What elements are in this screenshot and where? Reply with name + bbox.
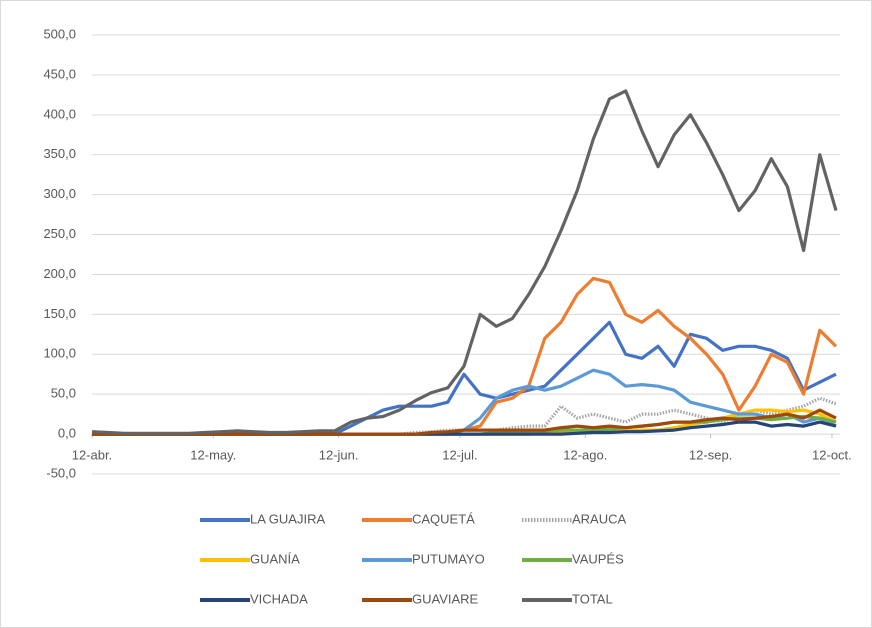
y-tick-label: 500,0 [43,26,76,41]
legend-label: GUAVIARE [412,591,479,606]
legend-label: PUTUMAYO [412,551,485,566]
legend-label: GUANÍA [250,551,300,566]
x-tick-label: 12-oct. [812,448,852,463]
y-tick-label: 350,0 [43,146,76,161]
y-tick-label: -50,0 [46,465,76,480]
y-tick-label: 200,0 [43,266,76,281]
x-tick-label: 12-may. [190,448,236,463]
x-tick-label: 12-jul. [442,448,477,463]
series-line [92,408,837,436]
legend-label: TOTAL [572,591,613,606]
legend-label: CAQUETÁ [412,511,475,526]
x-tick-label: 12-abr. [72,448,112,463]
x-tick-label: 12-sep. [689,448,732,463]
y-tick-label: 50,0 [51,386,76,401]
legend-label: VICHADA [250,591,308,606]
x-tick-label: 12-ago. [563,448,607,463]
y-tick-label: 450,0 [43,66,76,81]
series-line [91,89,838,435]
y-tick-label: 300,0 [43,186,76,201]
y-tick-label: 0,0 [58,426,76,441]
legend-label: ARAUCA [572,511,627,526]
y-tick-label: 100,0 [43,346,76,361]
y-tick-label: 250,0 [43,226,76,241]
x-tick-label: 12-jun. [319,448,359,463]
legend-label: LA GUAJIRA [250,511,325,526]
legend-label: VAUPÉS [572,551,624,566]
y-tick-label: 150,0 [43,306,76,321]
y-tick-label: 400,0 [43,106,76,121]
